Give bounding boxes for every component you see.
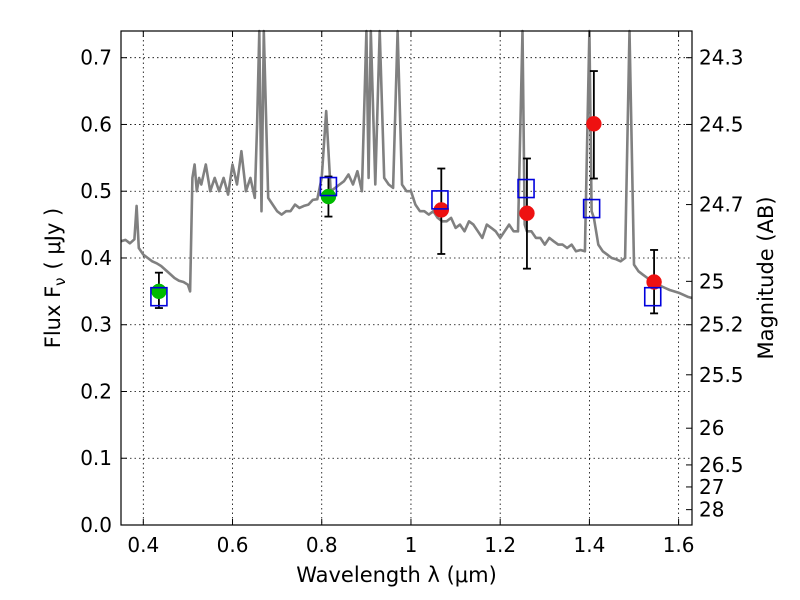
plot-frame [120, 30, 693, 526]
data-marks [150, 70, 662, 315]
grid-lines [121, 31, 692, 525]
spectrum-line [120, 29, 693, 300]
y-tick-label: 0.3 [80, 313, 112, 337]
y-tick-label: 0.5 [80, 179, 112, 203]
y2-axis-label: Magnitude (AB) [754, 196, 778, 359]
x-axis-label: Wavelength λ (μm) [296, 563, 497, 587]
x-tick-label: 0.6 [217, 533, 249, 557]
model-square-marker [150, 286, 168, 307]
y2-tick-label: 25.5 [699, 363, 744, 387]
model-square-marker [431, 190, 449, 210]
y-axis-label: Flux Fν ( μJy ) [41, 208, 69, 349]
y2-tick-label: 24.5 [699, 112, 744, 136]
red-data-point [646, 274, 662, 290]
tick-marks [121, 31, 692, 526]
y-tick-label: 0.1 [80, 446, 112, 470]
spectrum-layer [120, 29, 693, 300]
y2-tick-label: 28 [699, 498, 724, 522]
y2-tick-label: 27 [699, 475, 724, 499]
y-axis-label-unit: ( μJy ) [41, 208, 65, 270]
y2-tick-label: 25 [699, 269, 724, 293]
tick-labels: 0.4 0.6 0.8 1 1.2 1.4 1.6 0.0 0.1 0.2 0.3 0.4 0.5 0.6… [80, 46, 743, 557]
red-data-point [433, 202, 450, 218]
y-tick-label: 0.4 [80, 246, 112, 270]
x-tick-label: 0.4 [127, 533, 159, 557]
green-data-point [151, 283, 167, 300]
y-axis-label-subscript: ν [51, 277, 69, 285]
x-tick-label: 1.2 [484, 533, 516, 557]
y2-tick-label: 26.5 [699, 453, 744, 477]
x-tick-label: 0.8 [306, 533, 338, 557]
model-square-marker [319, 176, 338, 197]
model-square-marker [517, 178, 535, 199]
x-tick-label: 1.4 [573, 533, 605, 557]
y-tick-label: 0.7 [80, 46, 112, 70]
red-data-point [519, 205, 535, 221]
x-tick-label: 1 [405, 533, 418, 557]
y-tick-label: 0.0 [80, 513, 112, 537]
y-axis-label-main: Flux F [41, 286, 65, 348]
model-square-marker [643, 286, 662, 307]
y-tick-label: 0.6 [80, 112, 112, 136]
y2-tick-label: 26 [699, 416, 724, 440]
y2-tick-label: 25.2 [699, 313, 744, 337]
green-data-point [320, 188, 337, 205]
y2-tick-label: 24.3 [699, 46, 744, 70]
x-tick-label: 1.6 [663, 533, 695, 557]
model-square-marker [582, 198, 601, 219]
y-tick-label: 0.2 [80, 379, 112, 403]
y2-tick-label: 24.7 [699, 193, 744, 217]
red-data-point [586, 116, 602, 132]
